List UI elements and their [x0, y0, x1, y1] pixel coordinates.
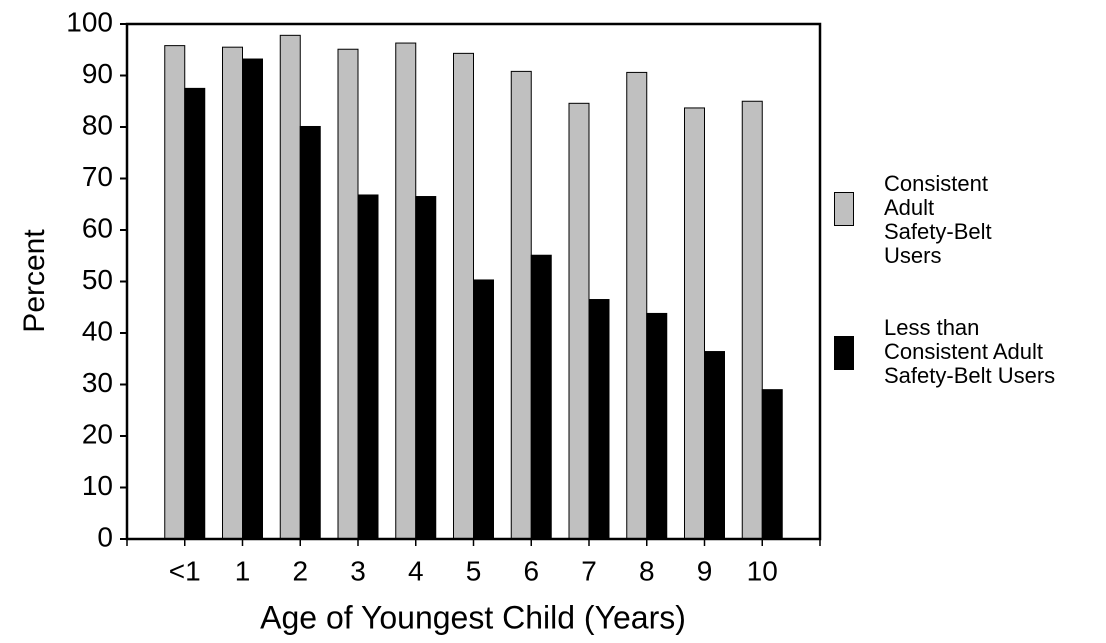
bar — [684, 107, 705, 540]
y-tick-label: 10 — [82, 470, 113, 501]
y-tick-label: 40 — [82, 315, 113, 346]
x-tick-label: 4 — [408, 555, 424, 586]
y-tick-label: 30 — [82, 367, 113, 398]
x-tick-label: <1 — [169, 555, 201, 586]
y-tick-label: 70 — [82, 161, 113, 192]
bar — [646, 312, 668, 540]
bar — [761, 389, 783, 540]
bar — [530, 254, 552, 540]
bar — [357, 194, 379, 540]
bar — [242, 58, 263, 540]
plot-frame — [125, 22, 822, 541]
bar — [473, 279, 494, 540]
bar — [626, 71, 648, 540]
legend-item: Less than Consistent Adult Safety-Belt U… — [834, 316, 1084, 388]
x-tick-label: 1 — [235, 555, 251, 586]
legend-swatch — [834, 192, 854, 226]
bar — [184, 87, 206, 540]
bar — [510, 70, 532, 540]
x-tick-label: 7 — [581, 555, 597, 586]
bar — [299, 125, 321, 540]
x-tick-label: 10 — [747, 555, 778, 586]
legend-swatch — [834, 336, 854, 370]
bar — [453, 52, 474, 540]
bar — [704, 351, 725, 540]
y-tick-label: 20 — [82, 418, 113, 449]
x-tick-label: 3 — [350, 555, 366, 586]
legend-label: Consistent Adult Safety-Belt Users — [884, 171, 992, 268]
bar — [164, 45, 186, 540]
y-tick-label: 60 — [82, 212, 113, 243]
x-tick-label: 6 — [523, 555, 539, 586]
x-tick-label: 5 — [466, 555, 482, 586]
y-tick-label: 80 — [82, 109, 113, 140]
bar — [395, 42, 417, 540]
y-tick-label: 0 — [97, 521, 113, 552]
y-tick-label: 90 — [82, 58, 113, 89]
x-axis-label: Age of Youngest Child (Years) — [260, 599, 686, 635]
bar — [337, 48, 359, 540]
bar — [222, 46, 243, 540]
bar — [568, 102, 590, 540]
bar — [415, 196, 437, 540]
x-tick-label: 9 — [697, 555, 713, 586]
legend-label: Less than Consistent Adult Safety-Belt U… — [884, 315, 1056, 388]
x-tick-label: 2 — [292, 555, 308, 586]
bar — [588, 299, 610, 540]
y-tick-label: 100 — [66, 6, 113, 37]
x-tick-label: 8 — [639, 555, 655, 586]
legend-item: Consistent Adult Safety-Belt Users — [834, 172, 1009, 268]
bar — [279, 34, 301, 540]
y-axis-label: Percent — [18, 229, 51, 333]
y-tick-label: 50 — [82, 264, 113, 295]
bar — [741, 100, 763, 540]
